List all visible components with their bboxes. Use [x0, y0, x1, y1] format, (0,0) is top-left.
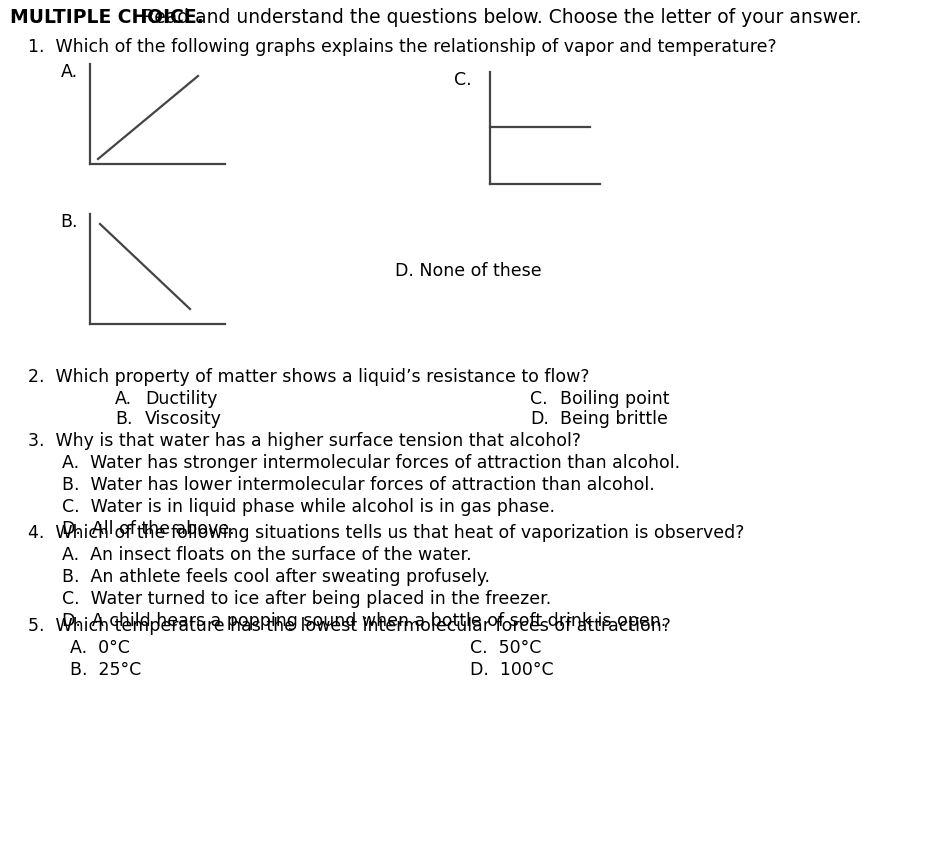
Text: C.  Water turned to ice after being placed in the freezer.: C. Water turned to ice after being place… [62, 590, 551, 607]
Text: A.  Water has stronger intermolecular forces of attraction than alcohol.: A. Water has stronger intermolecular for… [62, 453, 680, 471]
Text: C.  50°C: C. 50°C [470, 638, 541, 656]
Text: 3.  Why is that water has a higher surface tension that alcohol?: 3. Why is that water has a higher surfac… [28, 431, 581, 450]
Text: D.  100°C: D. 100°C [470, 660, 553, 678]
Text: A.: A. [61, 63, 78, 81]
Text: D.  All of the above.: D. All of the above. [62, 520, 234, 538]
Text: A.: A. [115, 389, 132, 407]
Text: 1.  Which of the following graphs explains the relationship of vapor and tempera: 1. Which of the following graphs explain… [28, 38, 776, 56]
Text: D. None of these: D. None of these [395, 262, 542, 279]
Text: B.: B. [115, 410, 133, 428]
Text: 2.  Which property of matter shows a liquid’s resistance to flow?: 2. Which property of matter shows a liqu… [28, 367, 589, 386]
Text: MULTIPLE CHOICE.: MULTIPLE CHOICE. [10, 8, 203, 27]
Text: B.  Water has lower intermolecular forces of attraction than alcohol.: B. Water has lower intermolecular forces… [62, 475, 655, 493]
Text: D.  A child hears a popping sound when a bottle of soft drink is open.: D. A child hears a popping sound when a … [62, 611, 666, 630]
Text: C.  Water is in liquid phase while alcohol is in gas phase.: C. Water is in liquid phase while alcoho… [62, 498, 555, 515]
Text: Read and understand the questions below. Choose the letter of your answer.: Read and understand the questions below.… [136, 8, 862, 27]
Text: Being brittle: Being brittle [560, 410, 668, 428]
Text: D.: D. [530, 410, 549, 428]
Text: Boiling point: Boiling point [560, 389, 669, 407]
Text: C.: C. [455, 71, 472, 89]
Text: A.  An insect floats on the surface of the water.: A. An insect floats on the surface of th… [62, 545, 471, 563]
Text: B.: B. [60, 213, 78, 231]
Text: 5.  Which temperature has the lowest intermolecular forces of attraction?: 5. Which temperature has the lowest inte… [28, 616, 671, 634]
Text: Viscosity: Viscosity [145, 410, 222, 428]
Text: B.  25°C: B. 25°C [70, 660, 141, 678]
Text: 4.  Which of the following situations tells us that heat of vaporization is obse: 4. Which of the following situations tel… [28, 523, 744, 541]
Text: B.  An athlete feels cool after sweating profusely.: B. An athlete feels cool after sweating … [62, 567, 490, 585]
Text: Ductility: Ductility [145, 389, 217, 407]
Text: A.  0°C: A. 0°C [70, 638, 130, 656]
Text: C.: C. [530, 389, 548, 407]
